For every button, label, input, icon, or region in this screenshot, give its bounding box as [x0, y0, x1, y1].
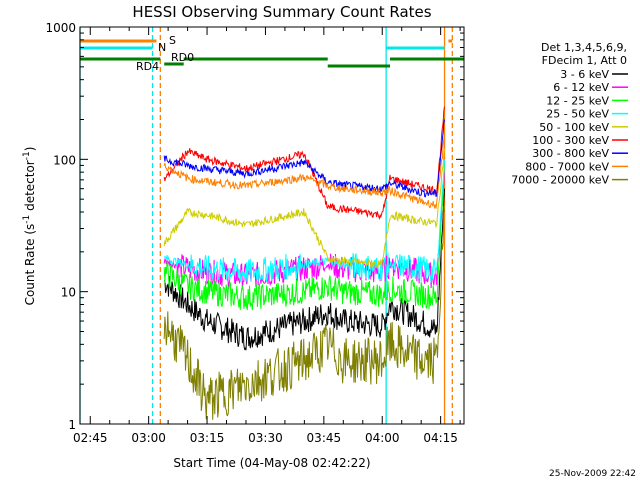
series-line-5: [163, 106, 445, 220]
x-axis-label: Start Time (04-May-08 02:42:22): [173, 456, 370, 470]
legend-entry-label-8: 7000 - 20000 keV: [511, 174, 609, 187]
state-flag-label-rd4: RD4: [136, 60, 159, 73]
x-tick-label-4: 03:45: [307, 431, 342, 445]
legend-entry-label-5: 100 - 300 keV: [532, 134, 609, 147]
series-line-6: [163, 119, 445, 198]
generation-timestamp: 25-Nov-2009 22:42: [549, 469, 636, 479]
legend: Det 1,3,4,5,6,9, FDecim 1, Att 0 3 - 6 k…: [511, 41, 628, 187]
y-tick-label-0: 1: [68, 418, 76, 432]
x-tick-label-0: 02:45: [73, 431, 108, 445]
state-flags-group: SN RD4 RD0: [79, 27, 464, 424]
legend-entry-label-0: 3 - 6 keV: [560, 68, 609, 81]
legend-entry-label-6: 300 - 800 keV: [532, 147, 609, 160]
x-tick-label-2: 03:15: [190, 431, 225, 445]
state-flag-label-rd0: RD0: [171, 51, 194, 64]
chart-title: HESSI Observing Summary Count Rates: [132, 3, 431, 21]
series-line-4: [163, 148, 445, 269]
y-axis-label: Count Rate (s-1 detector-1): [22, 147, 37, 306]
x-axis-ticks: 02:45 03:00 03:15 03:30 03:45 04:00 04:15: [73, 27, 461, 445]
series-line-3: [163, 159, 445, 283]
y-axis-ticks: 1 10 100 1000: [45, 21, 464, 432]
state-flag-label-s: S: [169, 34, 176, 47]
series-line-2: [163, 165, 445, 311]
plot-frame: [79, 26, 465, 425]
x-tick-label-1: 03:00: [131, 431, 166, 445]
state-flag-label-n: N: [158, 41, 166, 54]
x-tick-label-6: 04:15: [423, 431, 458, 445]
series-line-0: [163, 188, 445, 351]
legend-header-line-2: FDecim 1, Att 0: [542, 54, 627, 67]
series-line-7: [163, 135, 445, 210]
legend-entry-label-2: 12 - 25 keV: [546, 94, 609, 107]
series-lines-group: [163, 106, 445, 420]
y-tick-label-3: 1000: [45, 21, 76, 35]
x-tick-label-5: 04:00: [365, 431, 400, 445]
series-line-8: [163, 205, 445, 420]
legend-entry-label-3: 25 - 50 keV: [546, 108, 609, 121]
x-tick-label-3: 03:30: [248, 431, 283, 445]
legend-entry-label-7: 800 - 7000 keV: [525, 160, 609, 173]
legend-header-line-1: Det 1,3,4,5,6,9,: [541, 41, 627, 54]
y-tick-label-2: 100: [53, 153, 76, 167]
legend-entry-label-1: 6 - 12 keV: [553, 81, 609, 94]
y-tick-label-1: 10: [61, 286, 76, 300]
legend-entry-label-4: 50 - 100 keV: [539, 121, 609, 134]
